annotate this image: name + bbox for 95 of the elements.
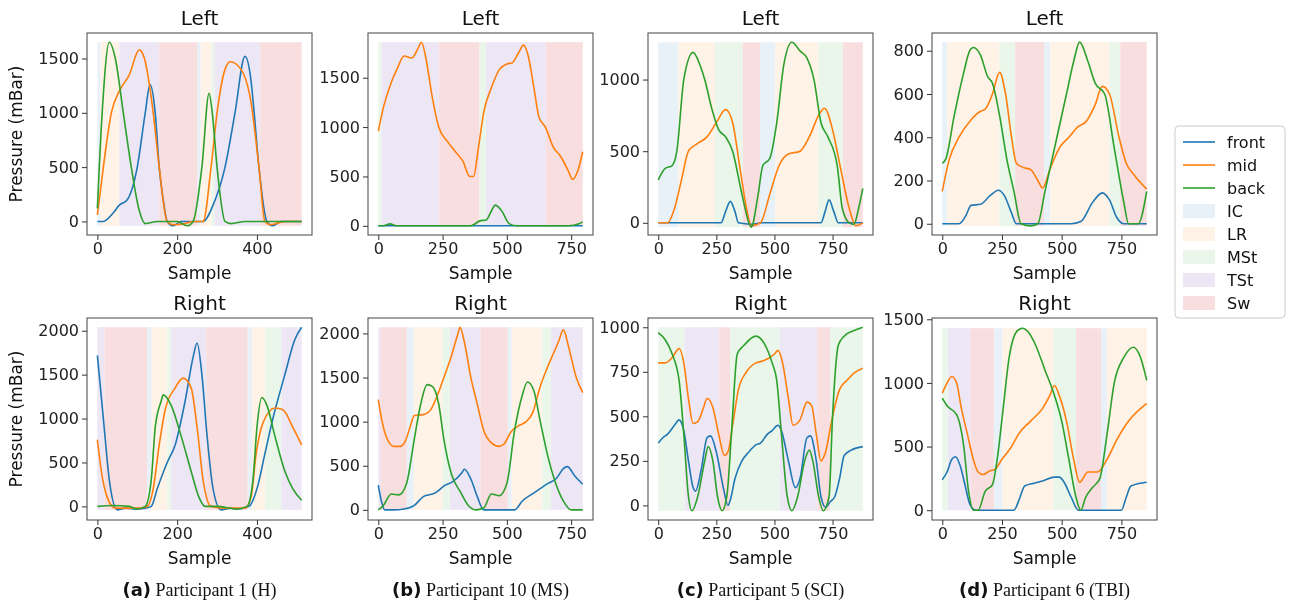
y-tick-label: 0 (629, 213, 640, 233)
y-tick-label: 2000 (319, 324, 360, 344)
y-tick-label: 1500 (38, 49, 79, 69)
y-tick-label: 400 (893, 127, 924, 147)
x-tick-label: 500 (1046, 524, 1078, 544)
x-tick-label: 0 (653, 239, 664, 259)
y-tick-label: 500 (893, 437, 924, 457)
y-tick-label: 0 (68, 497, 79, 517)
y-tick-label: 1500 (38, 365, 79, 385)
legend-label: front (1227, 133, 1266, 152)
chart-title: Right (734, 291, 787, 315)
y-tick-label: 0 (913, 214, 924, 234)
y-tick-label: 600 (893, 84, 924, 104)
x-tick-label: 500 (759, 524, 791, 544)
x-axis-title: Sample (1012, 263, 1077, 283)
y-tick-label: 0 (913, 500, 924, 520)
text: (d) Participant 6 (TBI) (959, 579, 1130, 601)
y-tick-label: 1000 (38, 409, 79, 429)
y-tick-label: 500 (48, 453, 79, 473)
y-tick-label: 1000 (883, 373, 924, 393)
x-tick-label: 0 (92, 239, 103, 259)
x-tick-label: 500 (759, 239, 791, 259)
y-tick-label: 1000 (599, 317, 640, 337)
x-axis-title: Sample (167, 548, 232, 568)
legend-label: TSt (1226, 271, 1254, 290)
x-tick-label: 0 (373, 239, 384, 259)
y-tick-label: 2000 (38, 321, 79, 341)
text: (c) Participant 5 (SCI) (676, 579, 845, 601)
x-tick-label: 0 (373, 524, 384, 544)
y-tick-label: 500 (329, 456, 360, 476)
y-tick-label: 1000 (599, 70, 640, 90)
x-tick-label: 750 (556, 524, 587, 544)
x-tick-label: 250 (427, 239, 459, 259)
x-tick-label: 200 (162, 239, 193, 259)
x-tick-label: 250 (987, 524, 1018, 544)
x-tick-label: 0 (937, 239, 948, 259)
x-tick-label: 0 (653, 524, 664, 544)
x-tick-label: 250 (987, 239, 1018, 259)
y-tick-label: 500 (329, 167, 360, 187)
x-axis-title: Sample (448, 263, 513, 283)
legend-label: MSt (1227, 248, 1258, 267)
y-tick-label: 500 (48, 157, 79, 177)
x-tick-label: 400 (242, 524, 273, 544)
y-tick-label: 1000 (38, 103, 79, 123)
y-tick-label: 0 (68, 212, 79, 232)
x-axis-title: Sample (728, 548, 793, 568)
text: (b) Participant 10 (MS) (392, 579, 569, 601)
y-tick-label: 0 (349, 216, 360, 236)
legend-label: back (1227, 179, 1266, 198)
chart-title: Right (173, 291, 226, 315)
y-axis-title: Pressure (mBar) (6, 65, 26, 203)
x-tick-label: 750 (817, 239, 849, 259)
y-tick-label: 250 (609, 451, 640, 471)
chart-title: Left (1025, 6, 1064, 30)
x-tick-label: 250 (701, 524, 733, 544)
y-tick-label: 1000 (319, 117, 360, 137)
y-tick-label: 500 (609, 141, 640, 161)
y-tick-label: 1500 (319, 68, 360, 88)
x-tick-label: 250 (427, 524, 459, 544)
chart-title: Left (461, 6, 500, 30)
x-axis-title: Sample (167, 263, 232, 283)
y-tick-label: 200 (893, 171, 924, 191)
x-tick-label: 500 (492, 239, 523, 259)
legend-label: mid (1227, 156, 1258, 175)
x-tick-label: 400 (242, 239, 273, 259)
x-tick-label: 0 (937, 524, 948, 544)
x-tick-label: 500 (492, 524, 523, 544)
chart-title: Left (741, 6, 780, 30)
x-tick-label: 500 (1046, 239, 1078, 259)
x-tick-label: 750 (817, 524, 849, 544)
x-axis-title: Sample (1012, 548, 1077, 568)
y-tick-label: 1000 (319, 412, 360, 432)
y-tick-label: 750 (609, 362, 640, 382)
x-axis-title: Sample (448, 548, 513, 568)
legend-label: IC (1227, 202, 1243, 221)
y-tick-label: 1500 (319, 368, 360, 388)
text: (a) Participant 1 (H) (122, 579, 277, 601)
y-tick-label: 500 (609, 406, 640, 426)
x-tick-label: 750 (556, 239, 587, 259)
x-tick-label: 750 (1106, 239, 1138, 259)
x-tick-label: 200 (162, 524, 193, 544)
legend-label: LR (1227, 225, 1248, 244)
x-tick-label: 750 (1106, 524, 1138, 544)
x-tick-label: 250 (701, 239, 733, 259)
x-axis-title: Sample (728, 263, 793, 283)
y-axis-title: Pressure (mBar) (6, 350, 26, 488)
y-tick-label: 800 (893, 41, 924, 61)
y-tick-label: 0 (349, 500, 360, 520)
x-tick-label: 0 (92, 524, 103, 544)
chart-title: Right (454, 291, 507, 315)
chart-title: Right (1018, 291, 1071, 315)
y-tick-label: 1500 (883, 309, 924, 329)
chart-title: Left (180, 6, 219, 30)
y-tick-label: 0 (629, 496, 640, 516)
legend-label: Sw (1227, 294, 1251, 313)
